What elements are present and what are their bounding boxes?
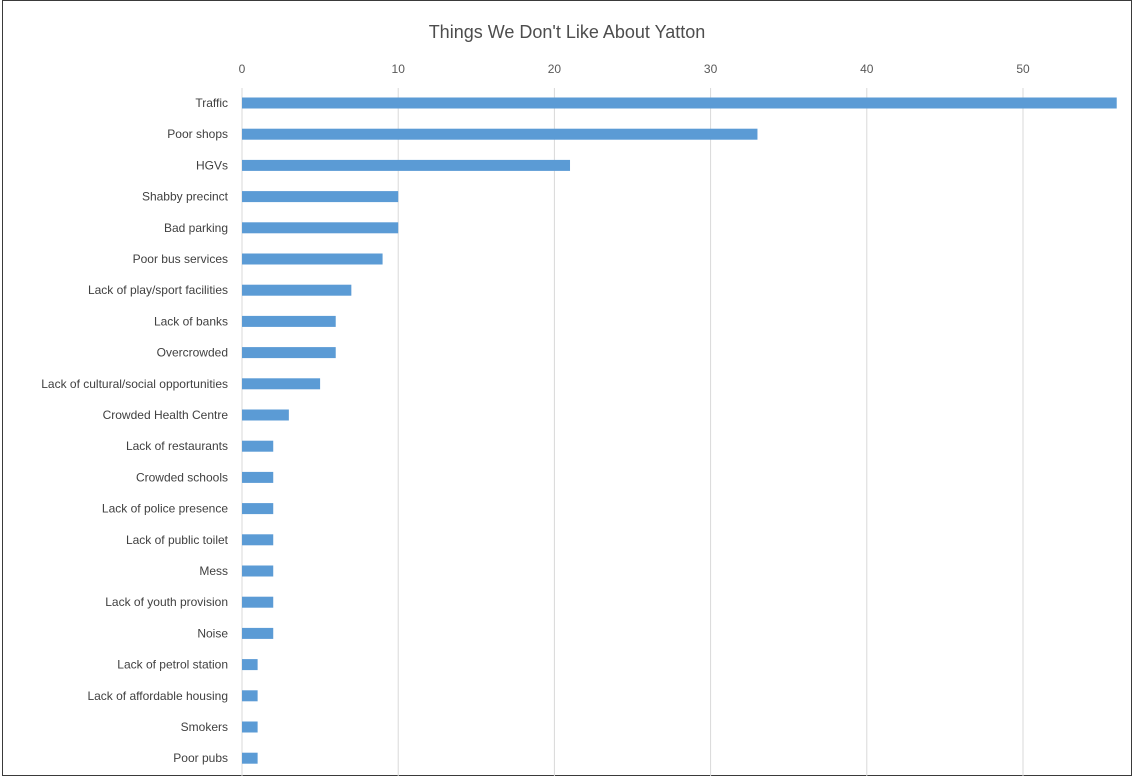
category-label: Lack of youth provision	[105, 595, 228, 609]
category-label: Traffic	[195, 96, 228, 110]
bar	[242, 315, 336, 327]
category-label: Mess	[199, 564, 228, 578]
category-label: Lack of affordable housing	[87, 689, 228, 703]
bar	[242, 659, 258, 671]
bar	[242, 534, 274, 546]
bar	[242, 721, 258, 733]
category-label: Lack of petrol station	[117, 658, 228, 672]
x-tick-label: 40	[860, 62, 874, 76]
category-label: Shabby precinct	[142, 190, 229, 204]
category-label: Lack of cultural/social opportunities	[41, 377, 228, 391]
bar	[242, 378, 321, 390]
bar	[242, 627, 274, 639]
x-tick-label: 10	[392, 62, 406, 76]
chart-title: Things We Don't Like About Yatton	[428, 22, 706, 42]
bar	[242, 284, 352, 296]
x-tick-label: 20	[548, 62, 562, 76]
bar	[242, 128, 758, 140]
category-label: Noise	[197, 626, 228, 640]
category-label: Crowded Health Centre	[103, 408, 229, 422]
category-label: Lack of police presence	[102, 502, 228, 516]
bar	[242, 253, 383, 265]
x-tick-label: 50	[1016, 62, 1030, 76]
bar	[242, 191, 399, 203]
bar	[242, 596, 274, 608]
category-label: Lack of play/sport facilities	[88, 283, 228, 297]
bar	[242, 347, 336, 359]
category-label: Lack of restaurants	[126, 439, 228, 453]
category-label: Poor bus services	[133, 252, 228, 266]
bar	[242, 409, 289, 421]
category-label: HGVs	[196, 158, 228, 172]
bar	[242, 222, 399, 234]
bar	[242, 159, 571, 171]
category-label: Poor pubs	[173, 751, 228, 765]
bar	[242, 690, 258, 702]
category-label: Overcrowded	[157, 346, 228, 360]
category-label: Lack of banks	[154, 314, 228, 328]
category-label: Smokers	[181, 720, 228, 734]
bar	[242, 440, 274, 452]
category-label: Poor shops	[167, 127, 228, 141]
category-label: Crowded schools	[136, 470, 228, 484]
bar	[242, 97, 1117, 109]
bar	[242, 565, 274, 577]
bar	[242, 752, 258, 764]
bar	[242, 471, 274, 483]
x-tick-label: 30	[704, 62, 718, 76]
bar	[242, 503, 274, 515]
category-label: Bad parking	[164, 221, 228, 235]
x-tick-label: 0	[239, 62, 246, 76]
category-label: Lack of public toilet	[126, 533, 229, 547]
